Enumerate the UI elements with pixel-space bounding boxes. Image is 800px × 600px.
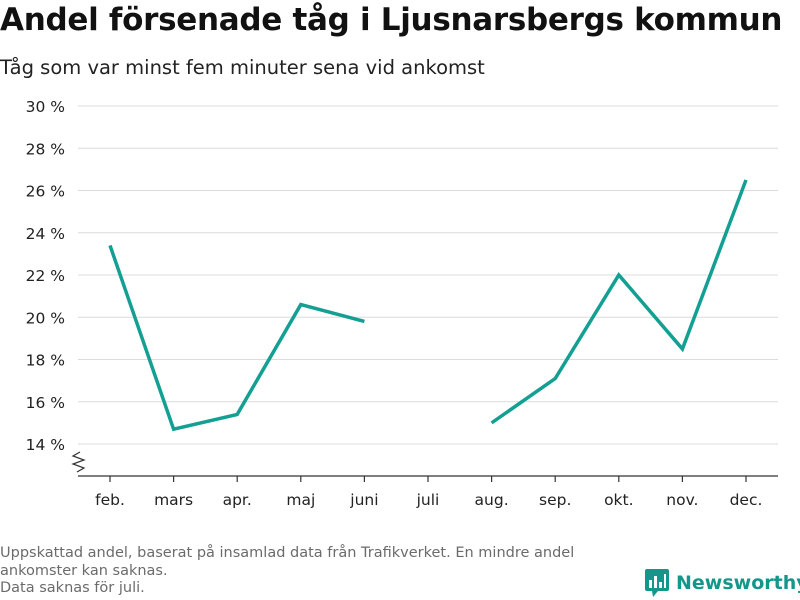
x-tick-label: aug.: [475, 491, 509, 509]
brand-logo: Newsworthy: [644, 568, 800, 598]
x-tick-label: sep.: [539, 491, 571, 509]
chart-subtitle: Tåg som var minst fem minuter sena vid a…: [0, 56, 485, 79]
series-line-segment: [108, 244, 365, 432]
x-tick-label: apr.: [223, 491, 252, 509]
line-chart: 14 % 16 % 18 % 20 % 22 % 24 % 26 % 28 % 30 % feb…: [26, 98, 778, 509]
y-tick-label: 18 %: [26, 352, 65, 370]
y-tick-label: 22 %: [26, 267, 65, 285]
y-tick-label: 20 %: [26, 309, 65, 327]
y-tick-label: 24 %: [26, 225, 65, 243]
axis-break-icon: [71, 451, 86, 473]
x-tick-label: juni: [349, 491, 378, 509]
footnote-line-2: ankomster kan saknas.: [0, 562, 168, 579]
x-tick-label: feb.: [95, 491, 125, 509]
y-tick-label: 30 %: [26, 98, 65, 116]
grid-lines: [78, 105, 778, 445]
series-lines: [108, 179, 748, 432]
x-tick-label: nov.: [666, 491, 698, 509]
brand-name: Newsworthy: [676, 572, 800, 594]
y-tick-label: 16 %: [26, 394, 65, 412]
x-tick-label: mars: [154, 491, 193, 509]
y-tick-label: 28 %: [26, 140, 65, 158]
x-axis: feb. mars apr. maj juni juli aug. sep. okt. nov. d…: [71, 451, 778, 509]
x-tick-label: maj: [286, 491, 315, 509]
y-tick-label: 14 %: [26, 436, 65, 454]
x-tick-label: juli: [416, 491, 440, 509]
y-tick-label: 26 %: [26, 183, 65, 201]
series-line-segment: [490, 179, 748, 425]
newsworthy-logo-icon: [645, 569, 669, 597]
footnote-line-3: Data saknas för juli.: [0, 580, 145, 596]
x-tick-label: dec.: [730, 491, 763, 509]
x-tick-label: okt.: [604, 491, 633, 509]
y-axis-ticks: 14 % 16 % 18 % 20 % 22 % 24 % 26 % 28 % 30 %: [26, 98, 65, 454]
footnote: Uppskattad andel, baserat på insamlad da…: [0, 545, 574, 598]
chart-title: Andel försenade tåg i Ljusnarsbergs komm…: [0, 2, 783, 38]
footnote-line-1: Uppskattad andel, baserat på insamlad da…: [0, 545, 575, 561]
